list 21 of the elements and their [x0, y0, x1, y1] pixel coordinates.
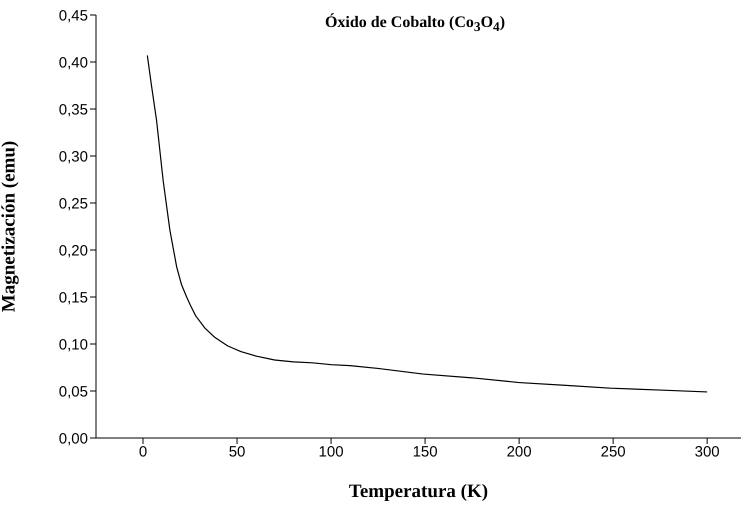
x-tick-label: 250: [600, 444, 626, 461]
y-tick-label: 0,00: [58, 430, 88, 448]
y-tick-label: 0,40: [58, 54, 88, 72]
x-axis-title: Temperatura (K): [348, 481, 488, 502]
x-tick-label: 50: [228, 444, 246, 461]
y-tick-label: 0,25: [58, 195, 88, 212]
y-tick-label: 0,05: [58, 383, 88, 400]
line-series: [146, 54, 708, 393]
y-tick-label: 0,10: [58, 336, 88, 354]
x-tick-label: 200: [506, 444, 532, 461]
x-tick-label: 150: [412, 444, 438, 461]
y-tick-label: 0,15: [58, 289, 88, 306]
y-tick-label: 0,30: [58, 148, 88, 166]
y-tick-label: 0,20: [58, 242, 88, 260]
y-tick-label: 0,45: [58, 7, 88, 24]
x-tick-label: 0: [138, 444, 148, 461]
chart-title: Óxido de Cobalto (Co$_{3}$O$_{4}$): [324, 14, 506, 36]
x-tick-label: 100: [318, 444, 344, 461]
y-axis-title: Magnetización (emu): [0, 140, 20, 312]
x-tick-label: 300: [694, 444, 720, 461]
y-tick-label: 0,35: [58, 101, 88, 118]
